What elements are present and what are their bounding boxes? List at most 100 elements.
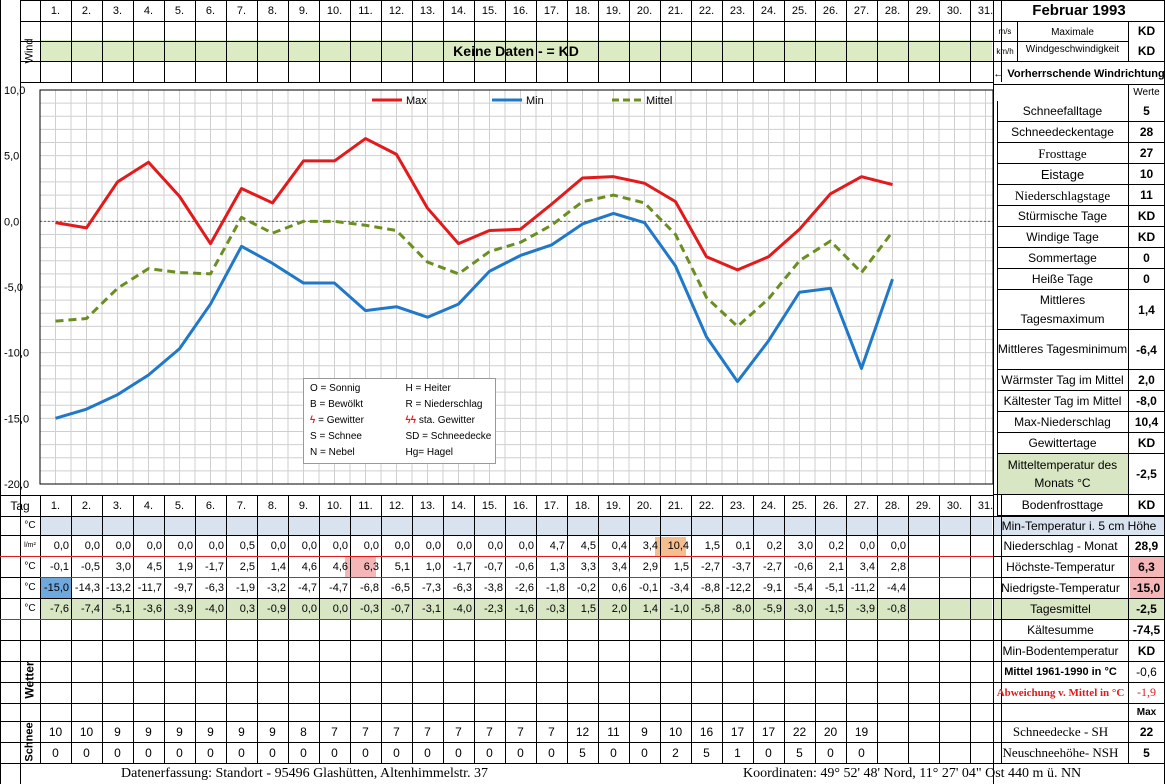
- max-temp-cell: 4,6: [301, 560, 317, 573]
- day-header-lower: 11.: [358, 499, 373, 512]
- precip-cell: 0,0: [332, 539, 348, 552]
- precip-cell: 0,0: [177, 539, 193, 552]
- unit-label-soil: °C: [24, 520, 36, 531]
- day-header: 1.: [50, 4, 61, 17]
- day-header-lower: 19.: [605, 499, 622, 512]
- new-snow-cell: 0: [641, 745, 648, 760]
- day-header-lower: 8.: [267, 499, 278, 512]
- mean-temp-cell: 0,3: [239, 602, 255, 615]
- precip-cell: 0,0: [518, 539, 534, 552]
- min-temp-cell: -0,2: [577, 581, 596, 594]
- precip-cell: 1,5: [704, 539, 720, 552]
- min-temp-cell: -6,3: [453, 581, 472, 594]
- new-snow-cell: 0: [300, 745, 307, 760]
- y-tick-label: -10,0: [4, 348, 29, 360]
- snow-depth-cell: 20: [823, 724, 838, 739]
- new-snow-cell: 0: [765, 745, 772, 760]
- unit-label-precip: l/m²: [24, 542, 36, 549]
- day-header: 19.: [605, 4, 622, 17]
- kaeltesumme-value: -74,5: [1132, 622, 1161, 637]
- snow-depth-cell: 10: [48, 724, 63, 739]
- day-header-lower: 16.: [512, 499, 529, 512]
- stat-value: 10: [1128, 164, 1165, 185]
- temperature-chart: 10,0 5,0 0,0 -5,0 -10,0 -15,0 -20,0 Max Min Mitte…: [4, 85, 993, 491]
- day-header-lower: 7.: [236, 499, 247, 512]
- tag-label: Tag: [10, 498, 30, 513]
- min-temp-cell: -8,8: [701, 581, 720, 594]
- series-line-min: [55, 211, 894, 420]
- precip-cell: 3,0: [797, 539, 813, 552]
- day-header-lower: 30.: [946, 499, 963, 512]
- stat-label: Windige Tage: [997, 227, 1128, 248]
- day-header-lower: 21.: [667, 499, 684, 512]
- plot-frame: [39, 89, 993, 485]
- snow-depth-summary-label: Schneedecke - SH: [1012, 723, 1109, 739]
- snow-depth-cell: 22: [792, 724, 807, 739]
- precip-month-value: 28,9: [1134, 538, 1159, 553]
- new-snow-cell: 1: [734, 745, 741, 760]
- day-header: 21.: [667, 4, 684, 17]
- min-total-highlight: [1130, 578, 1165, 598]
- min-temp-cell: -11,2: [850, 581, 875, 594]
- y-tick-label: 5,0: [4, 151, 19, 163]
- y-tick-label: -5,0: [4, 282, 23, 294]
- unit-ms: m/s: [998, 26, 1012, 36]
- min-temp-cell: -9,7: [174, 581, 193, 594]
- day-header: 15.: [481, 4, 498, 17]
- deviation-value: -1,9: [1137, 685, 1156, 699]
- max-temp-cell: 5,1: [394, 560, 410, 573]
- new-snow-cell: 0: [145, 745, 152, 760]
- day-header: 16.: [512, 4, 529, 17]
- min-temp-cell: -12,2: [725, 581, 751, 594]
- mean-label-band: [993, 598, 1165, 619]
- day-header-lower: 10.: [326, 499, 343, 512]
- new-snow-cell: 0: [858, 745, 865, 760]
- wind-side-label: Wind: [24, 38, 36, 64]
- precip-month-label: Niederschlag - Monat: [1003, 538, 1118, 553]
- max-temp-cell: 1,0: [425, 560, 441, 573]
- day-header: 3.: [112, 4, 123, 17]
- unit-kmh: km/h: [996, 46, 1014, 56]
- precip-cell: 0,0: [53, 539, 69, 552]
- y-tick-label: -20,0: [4, 479, 29, 491]
- mean-temp-cell: 2,0: [611, 602, 627, 615]
- day-header-lower: 4.: [143, 499, 154, 512]
- day-header: 11.: [358, 4, 373, 17]
- legend-label-min: Min: [526, 95, 544, 107]
- min-soil-temp-value: KD: [1137, 643, 1156, 658]
- day-header: 5.: [174, 4, 185, 17]
- snow-depth-cell: 9: [238, 724, 245, 739]
- snow-depth-cell: 9: [145, 724, 152, 739]
- stat-value: 0: [1128, 269, 1165, 290]
- min-temp-cell: -3,4: [670, 581, 689, 594]
- min-temp-cell: 0,6: [611, 581, 627, 594]
- min-temp-summary-label: Niedrigste-Temperatur: [1001, 580, 1120, 595]
- new-snow-cell: 0: [548, 745, 555, 760]
- new-snow-cell: 2: [672, 745, 679, 760]
- precip-cell: 0,0: [363, 539, 379, 552]
- stat-value: 5: [1128, 101, 1165, 122]
- snow-depth-cell: 16: [699, 724, 714, 739]
- day-header: 17.: [543, 4, 560, 17]
- mean-temp-cell: -8,0: [732, 602, 751, 615]
- day-header: 13.: [419, 4, 436, 17]
- max-temp-cell: 1,5: [673, 560, 689, 573]
- mean-temp-cell: -0,3: [546, 602, 565, 615]
- max-temp-cell: -1,7: [453, 560, 472, 573]
- snow-depth-cell: 9: [269, 724, 276, 739]
- snow-depth-cell: 7: [455, 724, 462, 739]
- max-temp-cell: 3,0: [115, 560, 131, 573]
- day-header: 26.: [822, 4, 839, 17]
- max-wind-value-kmh: KD: [1137, 44, 1156, 58]
- thunder-double-icon: ϟϟ: [405, 415, 417, 426]
- legend-label-mittel: Mittel: [646, 95, 672, 107]
- precip-highlight: [655, 537, 686, 556]
- stat-label: Schneefalltage: [997, 101, 1128, 122]
- mean-temp-cell: -5,1: [112, 602, 131, 615]
- min-temp-cell: -3,2: [267, 581, 286, 594]
- mean-temp-cell: -4,0: [205, 602, 224, 615]
- min-temp-cell: -14,3: [74, 581, 100, 594]
- precip-cell: 0,5: [239, 539, 255, 552]
- day-header-lower: 1.: [50, 499, 61, 512]
- day-header: 25.: [791, 4, 808, 17]
